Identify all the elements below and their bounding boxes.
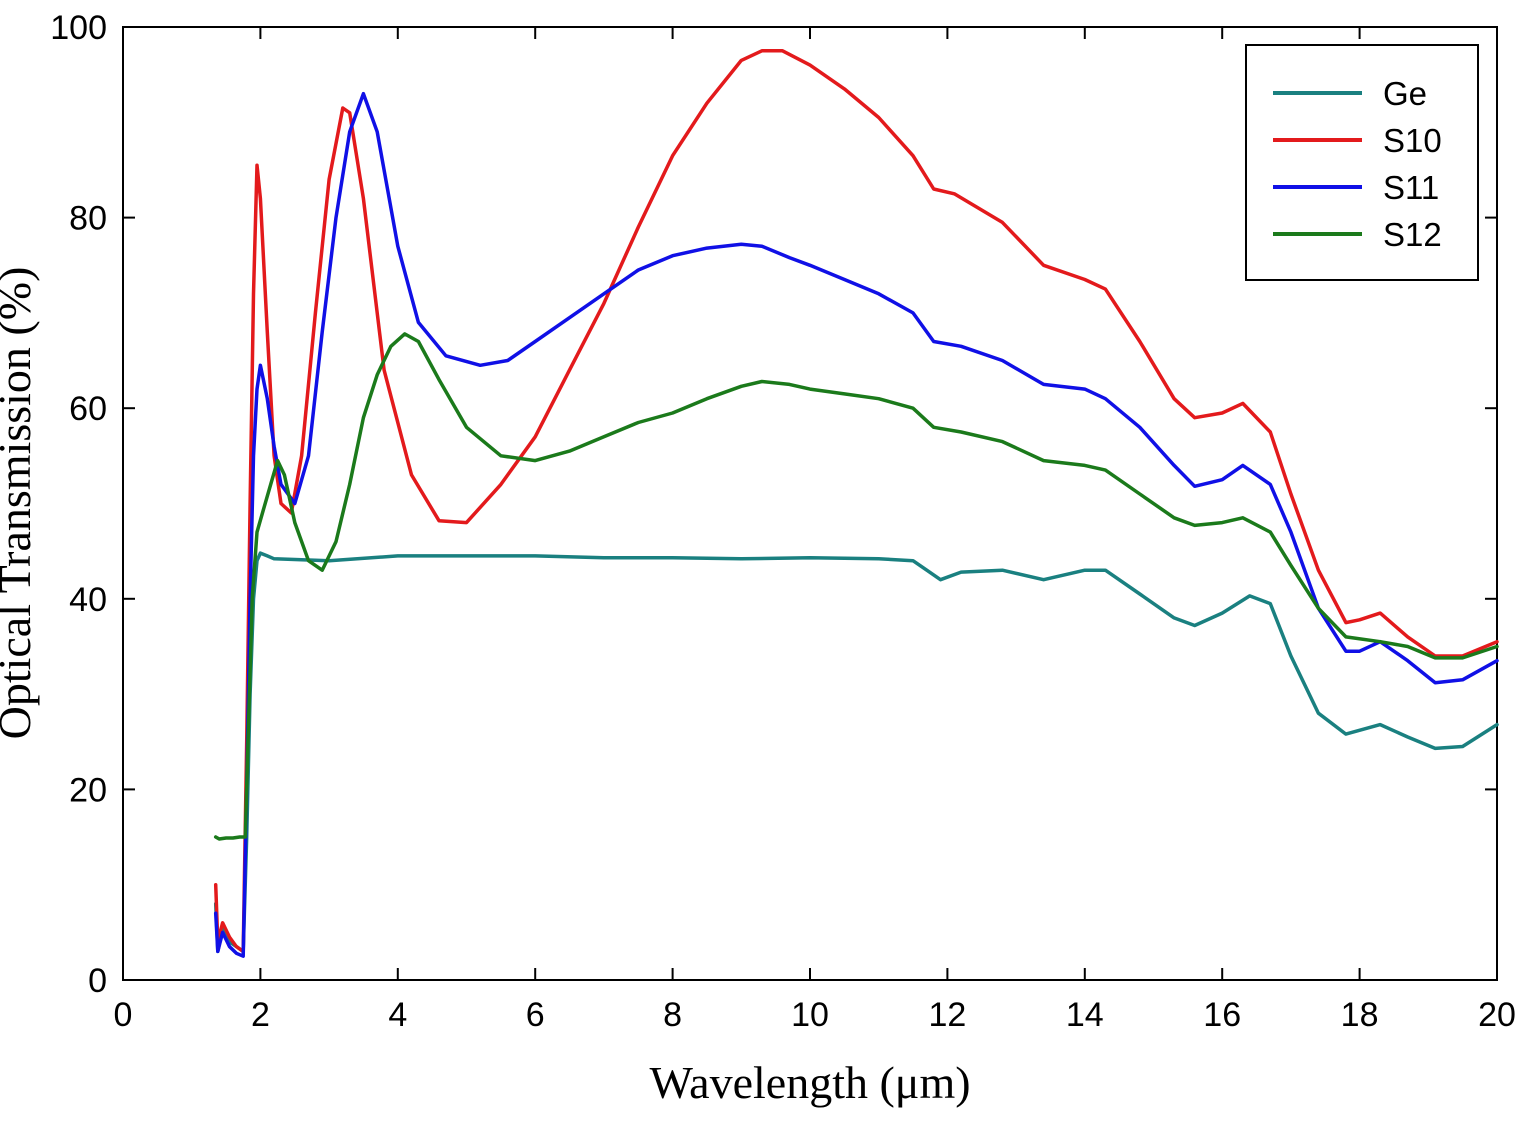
legend-label-s12: S12 — [1383, 216, 1442, 253]
series-line-ge — [213, 551, 1499, 954]
series-line-s10 — [213, 49, 1499, 954]
y-tick-label: 100 — [50, 9, 107, 47]
series-line-s11 — [213, 91, 1499, 958]
legend-label-s10: S10 — [1383, 122, 1442, 159]
x-tick-label: 8 — [663, 996, 682, 1034]
y-tick-label: 0 — [88, 962, 107, 1000]
legend-label-ge: Ge — [1383, 75, 1427, 112]
x-tick-label: 0 — [114, 996, 133, 1034]
y-tick-label: 20 — [69, 771, 107, 809]
x-tick-label: 6 — [526, 996, 545, 1034]
x-tick-label: 10 — [791, 996, 829, 1034]
legend-box — [1245, 44, 1479, 281]
x-tick-label: 20 — [1478, 996, 1516, 1034]
y-tick-label: 60 — [69, 390, 107, 428]
x-axis-title: Wavelength (μm) — [649, 1057, 970, 1108]
x-tick-label: 2 — [251, 996, 270, 1034]
series-line-s12 — [213, 332, 1499, 841]
legend: Ge S10 S11 S12 — [1245, 44, 1479, 281]
y-tick-label: 80 — [69, 200, 107, 238]
x-tick-label: 14 — [1066, 996, 1104, 1034]
legend-label-s11: S11 — [1383, 169, 1439, 206]
x-tick-label: 18 — [1341, 996, 1379, 1034]
axis-ticks: 0 2 4 6 8 10 12 14 16 18 20 0 20 40 60 80 100 — [50, 9, 1516, 1034]
y-tick-label: 40 — [69, 581, 107, 619]
x-tick-label: 16 — [1203, 996, 1241, 1034]
series-group — [213, 49, 1499, 958]
x-tick-label: 12 — [928, 996, 966, 1034]
y-axis-title: Optical Transmission (%) — [0, 267, 40, 740]
x-tick-label: 4 — [388, 996, 407, 1034]
